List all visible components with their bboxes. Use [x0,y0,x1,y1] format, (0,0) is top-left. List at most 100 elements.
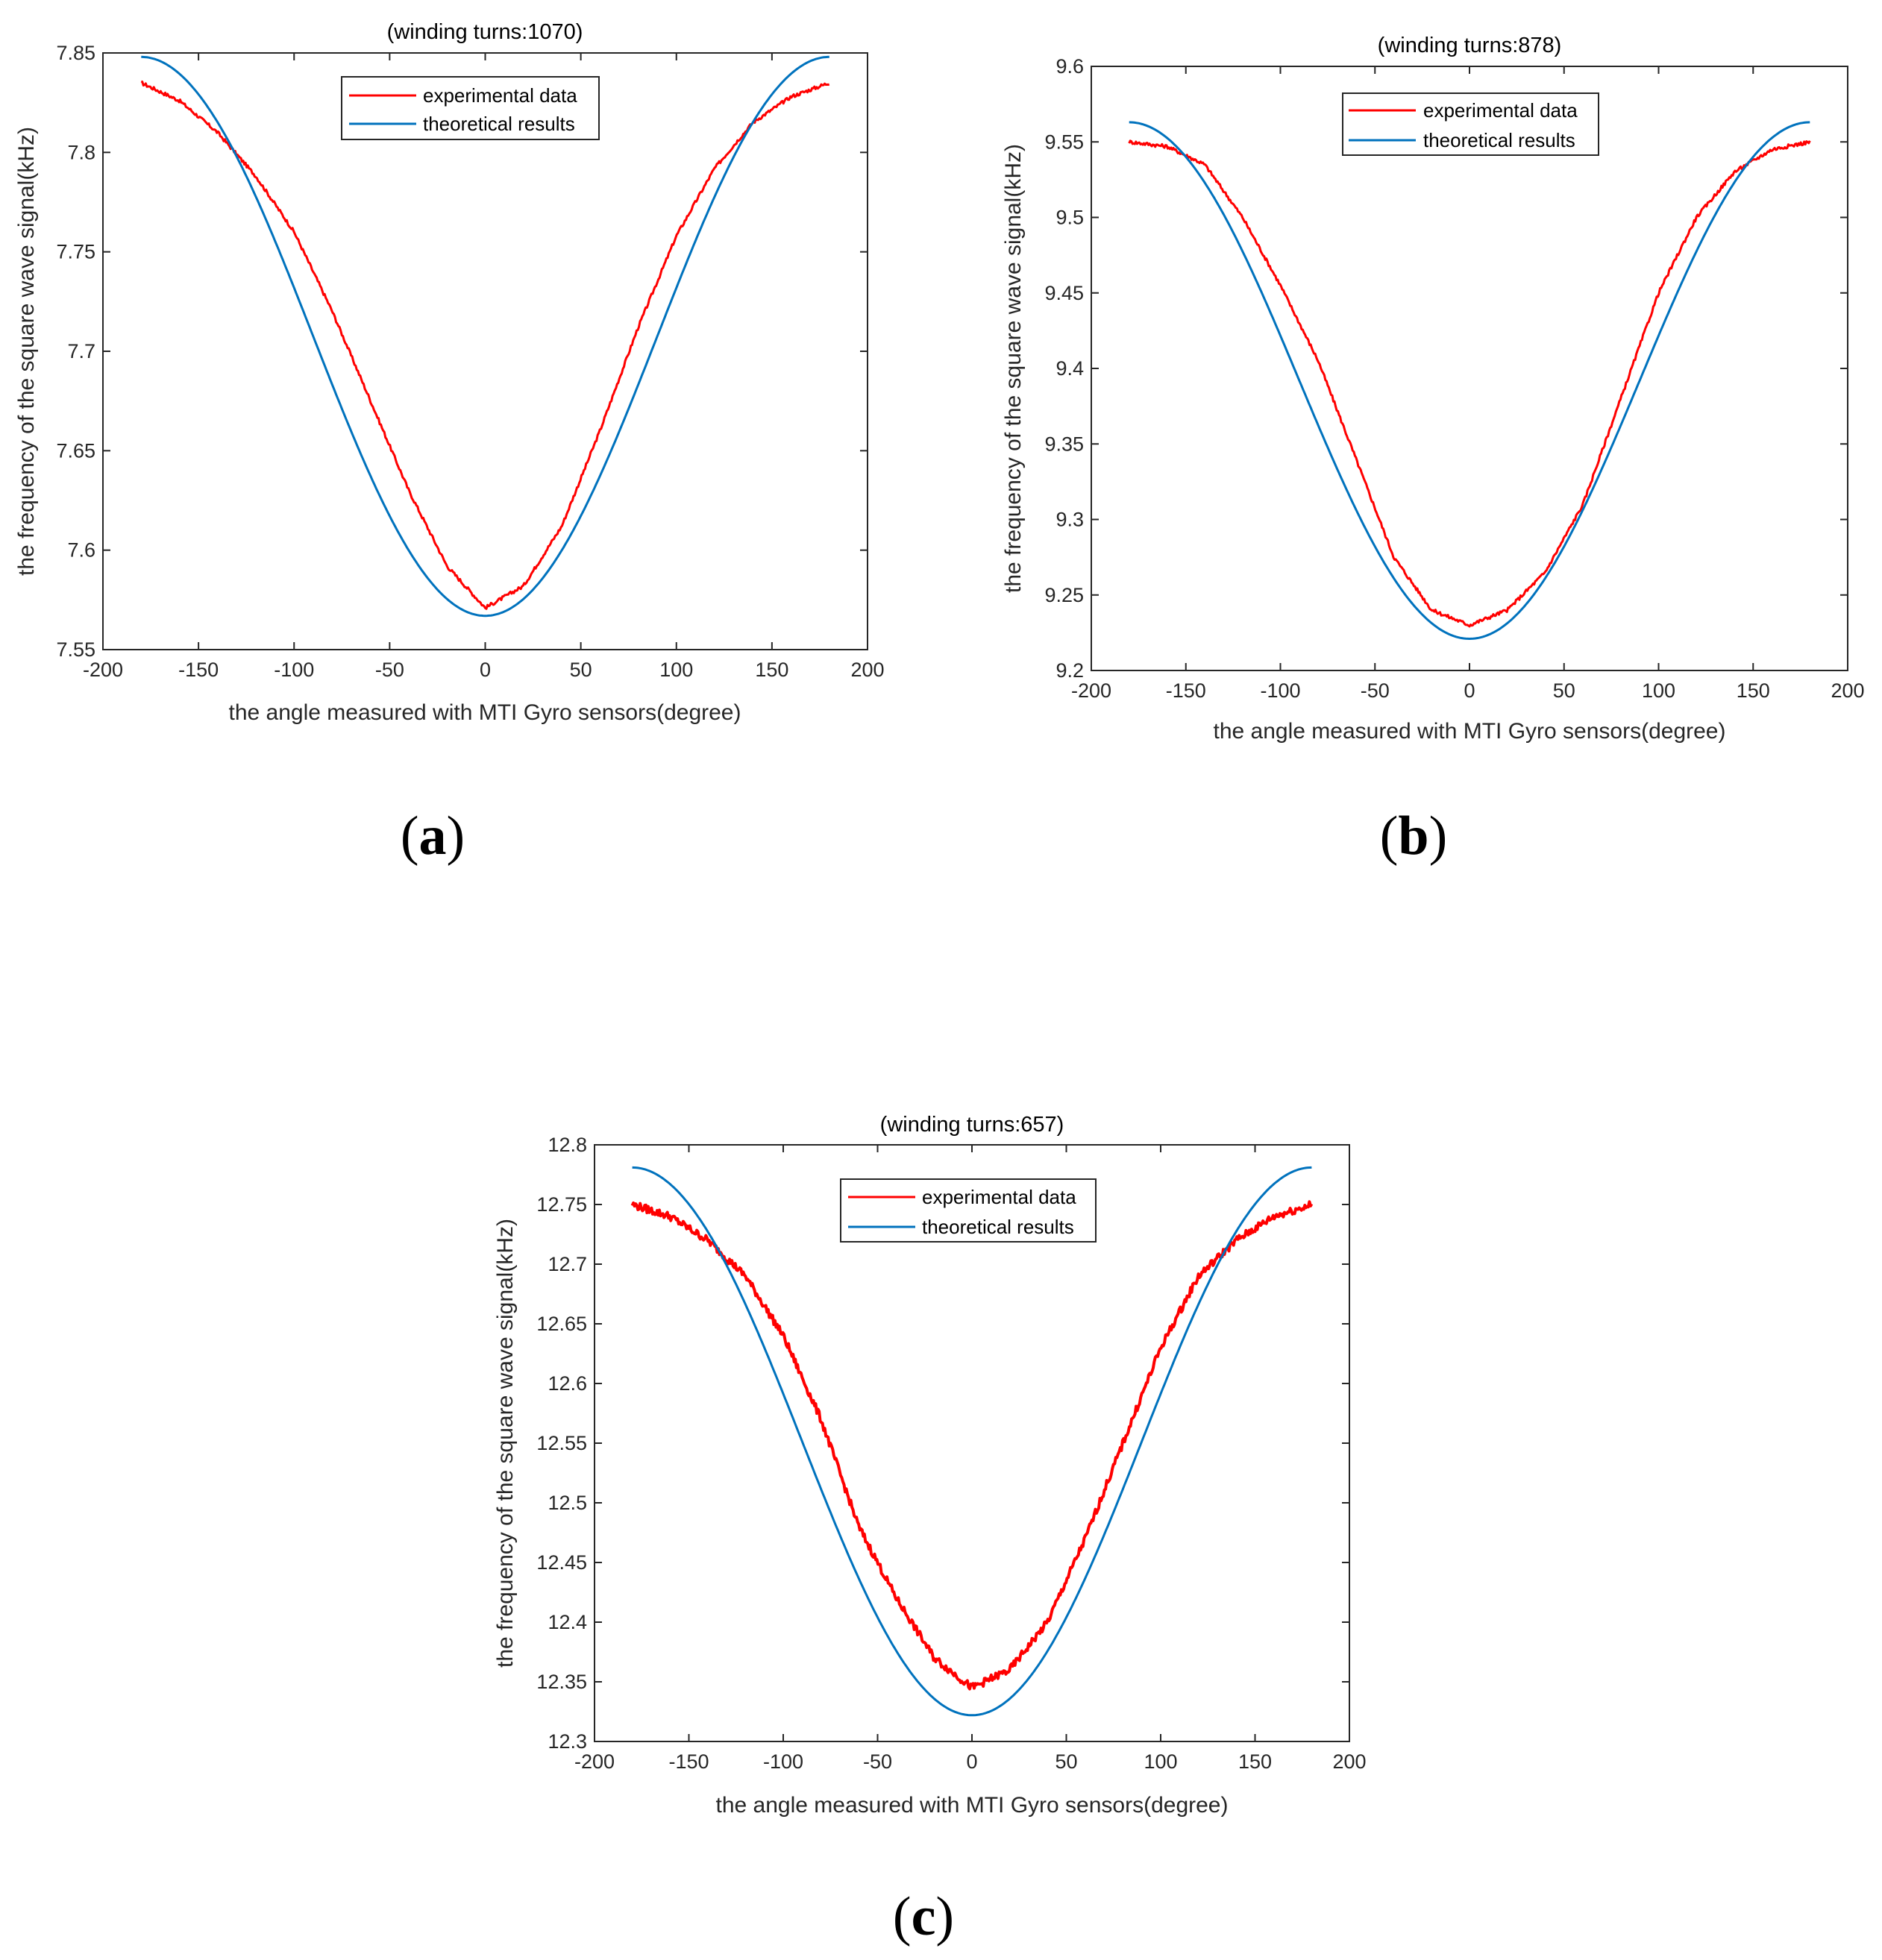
x-tick-label: 150 [755,659,788,681]
chart-panel-c: -200 -150 -100 -50 0 50 100 150 200 12.3 12.35 12.4… [493,1113,1367,1947]
panel-caption-c: (c) [893,1886,954,1947]
series-theoretical-line [141,55,829,618]
legend-box [1342,92,1599,156]
y-tick-label: 9.4 [1056,357,1084,380]
plot-area [102,52,868,650]
plot-area [594,1144,1350,1742]
y-tick-label: 7.75 [56,241,95,263]
series-theoretical-line [1129,121,1810,641]
y-tick-label: 9.3 [1056,509,1084,531]
series-layer [140,55,830,618]
x-tick-label: -100 [1260,679,1300,702]
y-tick-label: 7.65 [56,439,95,462]
x-tick-label: 100 [659,659,693,681]
y-tick-label: 7.6 [67,539,95,562]
series-experimental-line [630,1200,1314,1691]
y-tick-label: 12.5 [548,1492,587,1514]
x-axis-label: the angle measured with MTI Gyro sensors… [1214,719,1726,744]
x-tick-label: 200 [1332,1750,1366,1773]
x-tick-label: 200 [850,659,884,681]
y-tick-label: 7.55 [56,638,95,661]
series-experimental-line [1128,139,1811,628]
chart-title: (winding turns:878) [1378,34,1562,57]
y-tick-label: 12.75 [536,1193,587,1216]
legend-label-theoretical: theoretical results [423,113,575,135]
y-tick-label: 12.55 [536,1432,587,1454]
y-tick-label: 9.2 [1056,659,1084,682]
x-tick-label: -150 [1166,679,1206,702]
series-theoretical-line [632,1166,1312,1717]
y-tick-label: 12.6 [548,1372,587,1395]
panel-caption-b: (b) [1380,805,1447,867]
series-layer [1128,121,1811,641]
chart-panel-a: -200 -150 -100 -50 0 50 100 150 200 7.55 7.6 7.65 7.… [14,20,885,867]
y-tick-label: 12.7 [548,1253,587,1275]
y-tick-label: 12.35 [536,1671,587,1693]
x-tick-label: 200 [1831,679,1864,702]
axis-ticks: -200 -150 -100 -50 0 50 100 150 200 9.2 9.25 9.3 9.3… [1044,55,1864,702]
caption-letter: a [419,805,447,867]
caption-close-paren: ) [1429,805,1448,867]
axis-ticks: -200 -150 -100 -50 0 50 100 150 200 12.3 12.35 12.4… [536,1134,1366,1773]
x-tick-label: -50 [1361,679,1390,702]
legend-box [341,76,600,140]
legend-label-experimental: experimental data [1423,99,1578,122]
y-tick-label: 9.5 [1056,207,1084,229]
x-tick-label: -100 [274,659,314,681]
y-tick-label: 12.8 [548,1134,587,1156]
x-tick-label: -50 [375,659,404,681]
x-axis-label: the angle measured with MTI Gyro sensors… [716,1793,1229,1818]
legend-label-experimental: experimental data [423,84,577,107]
legend-label-theoretical: theoretical results [922,1216,1074,1238]
y-tick-label: 9.35 [1044,433,1084,455]
x-tick-label: 0 [480,659,491,681]
caption-open-paren: ( [1380,805,1399,867]
y-tick-label: 12.65 [536,1313,587,1335]
legend: experimental data theoretical results [840,1178,1097,1243]
x-tick-label: 50 [1055,1750,1077,1773]
y-axis-label: the frequency of the square wave signal(… [1001,144,1026,593]
chart-title: (winding turns:657) [880,1113,1064,1137]
series-layer [630,1166,1314,1717]
y-tick-label: 9.6 [1056,55,1084,78]
panel-caption-a: (a) [401,805,465,867]
y-tick-label: 9.55 [1044,131,1084,153]
x-tick-label: 150 [1238,1750,1272,1773]
chart-panel-b: -200 -150 -100 -50 0 50 100 150 200 9.2 9.25 9.3 9.3… [1001,34,1865,867]
x-tick-label: 100 [1642,679,1675,702]
y-tick-label: 7.7 [67,340,95,362]
y-tick-label: 12.3 [548,1730,587,1753]
legend: experimental data theoretical results [341,76,600,140]
x-tick-label: 50 [1553,679,1575,702]
y-tick-label: 7.85 [56,42,95,64]
x-tick-label: -150 [178,659,219,681]
y-tick-label: 12.45 [536,1551,587,1574]
caption-open-paren: ( [893,1886,912,1947]
x-tick-label: 0 [1464,679,1475,702]
x-axis-label: the angle measured with MTI Gyro sensors… [229,700,741,725]
y-axis-label: the frequency of the square wave signal(… [14,127,39,576]
caption-close-paren: ) [935,1886,954,1947]
x-tick-label: 0 [966,1750,977,1773]
axis-ticks: -200 -150 -100 -50 0 50 100 150 200 7.55 7.6 7.65 7.… [56,42,884,681]
x-tick-label: 100 [1144,1750,1177,1773]
caption-close-paren: ) [447,805,465,867]
x-tick-label: -50 [863,1750,892,1773]
x-tick-label: -150 [668,1750,709,1773]
chart-title: (winding turns:1070) [387,20,583,44]
caption-open-paren: ( [401,805,419,867]
x-tick-label: -200 [574,1750,615,1773]
legend-box [840,1178,1097,1243]
y-tick-label: 9.25 [1044,584,1084,606]
caption-letter: c [912,1886,936,1947]
y-tick-label: 9.45 [1044,282,1084,304]
series-experimental-line [140,80,830,610]
plot-area [1091,66,1848,671]
legend-label-experimental: experimental data [922,1186,1076,1208]
y-tick-label: 12.4 [548,1611,587,1633]
x-tick-label: -200 [1071,679,1111,702]
y-tick-label: 7.8 [67,141,95,163]
x-tick-label: -100 [763,1750,803,1773]
x-tick-label: 50 [570,659,592,681]
